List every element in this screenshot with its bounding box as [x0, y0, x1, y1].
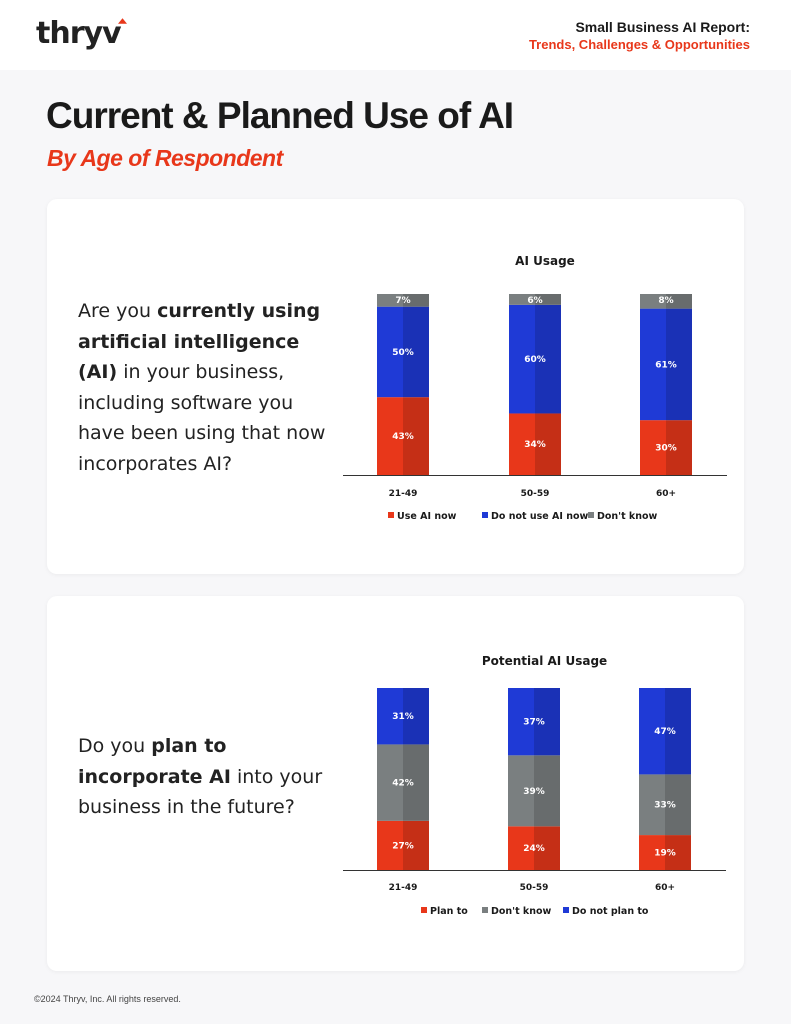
copyright: ©2024 Thryv, Inc. All rights reserved.: [34, 994, 181, 1004]
logo-text: thryv: [36, 16, 122, 51]
bar-segment: [508, 755, 534, 827]
bar-segment-shade: [534, 755, 560, 827]
bar-segment: [509, 294, 535, 305]
question-text: into your business in the future?: [78, 765, 323, 819]
top-bar: thryv Small Business AI Report: Trends, …: [0, 0, 791, 70]
category-label: 50-59: [520, 883, 549, 893]
report-subtitle: Trends, Challenges & Opportunities: [528, 37, 750, 52]
data-label: 31%: [392, 712, 414, 722]
bar-segment: [640, 308, 666, 421]
potential-ai-usage-card: Do you plan to incorporate AI into your …: [47, 596, 744, 971]
data-label: 42%: [392, 779, 414, 789]
bar-segment-shade: [666, 308, 692, 421]
bar-segment: [377, 397, 403, 475]
current-ai-usage-card: Are you currently using artificial intel…: [47, 199, 744, 574]
bar-segment-shade: [403, 306, 429, 398]
data-label: 39%: [523, 787, 545, 797]
data-label: 50%: [392, 348, 414, 358]
data-label: 60%: [524, 355, 546, 365]
ai-usage-chart: AI Usage 43% 50% 7% 21-49 34% 60% 6% 50-59 30% 61%…: [343, 254, 727, 522]
bar-segment: [508, 826, 534, 870]
data-label: 27%: [392, 841, 414, 851]
bar-segment-shade: [665, 835, 691, 870]
legend-swatch: [482, 907, 488, 913]
bar-segment: [508, 688, 534, 756]
bar-segment: [640, 294, 666, 309]
bar-segment: [377, 820, 403, 870]
bar-segment-shade: [403, 744, 429, 821]
bar-segment: [639, 688, 665, 775]
bar-segment-shade: [535, 413, 561, 475]
bar-segment: [509, 304, 535, 414]
data-label: 6%: [527, 296, 542, 306]
legend-swatch: [588, 512, 594, 518]
question-text: Are you: [78, 300, 158, 322]
bar-segment: [377, 306, 403, 398]
data-label: 37%: [523, 718, 545, 728]
bar-segment-shade: [403, 294, 429, 307]
chart-title: AI Usage: [515, 254, 575, 268]
data-label: 43%: [392, 432, 414, 442]
data-label: 24%: [523, 844, 545, 854]
bar-segment: [639, 835, 665, 870]
data-label: 34%: [524, 440, 546, 450]
bar-segment: [377, 744, 403, 821]
bar-segment-shade: [666, 294, 692, 309]
chart-title: Potential AI Usage: [482, 654, 607, 668]
bar-segment-shade: [403, 688, 429, 745]
legend-label: Don't know: [491, 906, 552, 917]
data-label: 8%: [658, 296, 673, 306]
potential-ai-usage-chart: Potential AI Usage 27% 42% 31% 21-49 24% 39% 37…: [343, 654, 726, 917]
bar-segment: [377, 294, 403, 307]
legend-swatch: [563, 907, 569, 913]
logo-accent-icon: [117, 18, 127, 24]
report-title-block: Small Business AI Report: Trends, Challe…: [529, 18, 750, 54]
bar-segment: [377, 688, 403, 745]
report-title: Small Business AI Report:: [575, 19, 750, 35]
category-label: 60+: [656, 489, 676, 499]
data-label: 61%: [655, 360, 677, 370]
category-label: 21-49: [389, 489, 418, 499]
bar-segment-shade: [534, 688, 560, 756]
bar-segment: [509, 413, 535, 475]
legend-label: Don't know: [597, 511, 658, 522]
current-usage-question: Are you currently using artificial intel…: [78, 296, 328, 479]
future-plan-question: Do you plan to incorporate AI into your …: [78, 731, 328, 823]
data-label: 47%: [654, 727, 676, 737]
legend-label: Plan to: [430, 906, 468, 917]
category-label: 50-59: [521, 489, 550, 499]
category-label: 60+: [655, 883, 675, 893]
question-text: Do you: [78, 735, 152, 757]
page-subtitle: By Age of Respondent: [47, 145, 283, 171]
bar-segment-shade: [665, 688, 691, 775]
legend-label: Use AI now: [397, 511, 457, 522]
legend-label: Do not plan to: [572, 906, 649, 917]
bar-segment-shade: [403, 820, 429, 870]
question-bold-text: plan to incorporate AI: [78, 735, 231, 788]
bar-segment-shade: [534, 826, 560, 870]
legend-swatch: [482, 512, 488, 518]
bar-segment-shade: [666, 420, 692, 475]
data-label: 33%: [654, 801, 676, 811]
data-label: 30%: [655, 444, 677, 454]
data-label: 19%: [654, 849, 676, 859]
bar-segment: [639, 774, 665, 836]
page-title: Current & Planned Use of AI: [46, 95, 514, 136]
bar-segment-shade: [665, 774, 691, 836]
bar-segment-shade: [403, 397, 429, 475]
legend-label: Do not use AI now: [491, 511, 589, 522]
bar-segment-shade: [535, 294, 561, 305]
question-bold-text: currently using artificial intelligence …: [78, 300, 321, 383]
data-label: 7%: [395, 296, 410, 306]
bar-segment-shade: [535, 304, 561, 414]
legend-swatch: [421, 907, 427, 913]
legend-swatch: [388, 512, 394, 518]
thryv-logo: thryv: [36, 16, 127, 51]
category-label: 21-49: [389, 883, 418, 893]
bar-segment: [640, 420, 666, 475]
question-text: in your business, including software you…: [78, 361, 326, 475]
